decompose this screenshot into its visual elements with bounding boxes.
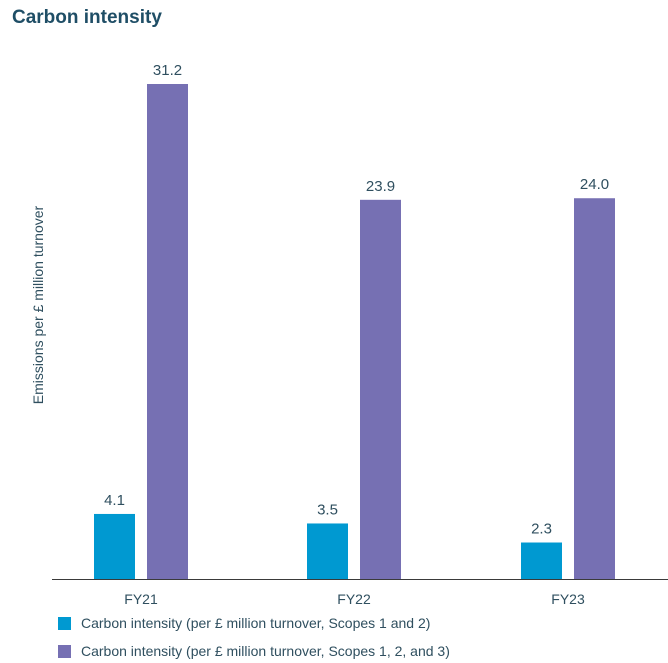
bar-fy21-series-2 — [147, 84, 188, 579]
bar-fy23-series-1 — [521, 542, 562, 579]
bar-fy23-series-2 — [574, 198, 615, 579]
bar-chart: Emissions per £ million turnover 4.1 31.2 F… — [30, 62, 668, 607]
bar-fy21-series-1 — [94, 513, 135, 579]
data-label-fy23-series-2: 24.0 — [580, 176, 609, 193]
legend-label-scopes-1-2-3: Carbon intensity (per £ million turnover… — [81, 643, 450, 659]
bar-fy22-series-1 — [307, 523, 348, 579]
legend-swatch-scopes-1-2-3 — [58, 644, 71, 658]
data-label-fy23-series-1: 2.3 — [531, 521, 552, 538]
data-label-fy22-series-2: 23.9 — [366, 178, 395, 195]
x-tick-label-fy23: FY23 — [551, 591, 585, 607]
data-label-fy22-series-1: 3.5 — [317, 501, 338, 518]
data-label-fy21-series-1: 4.1 — [104, 492, 125, 509]
bar-fy22-series-2 — [360, 199, 401, 579]
data-label-fy21-series-2: 31.2 — [153, 62, 182, 79]
legend-item-scopes-1-2: Carbon intensity (per £ million turnover… — [58, 615, 450, 631]
chart-title: Carbon intensity — [12, 7, 162, 28]
y-axis-label: Emissions per £ million turnover — [30, 205, 46, 404]
legend-label-scopes-1-2: Carbon intensity (per £ million turnover… — [81, 615, 431, 631]
legend-swatch-scopes-1-2 — [58, 616, 71, 630]
legend: Carbon intensity (per £ million turnover… — [58, 615, 450, 663]
legend-item-scopes-1-2-3: Carbon intensity (per £ million turnover… — [58, 643, 450, 659]
x-tick-label-fy21: FY21 — [124, 591, 158, 607]
x-tick-label-fy22: FY22 — [337, 591, 371, 607]
